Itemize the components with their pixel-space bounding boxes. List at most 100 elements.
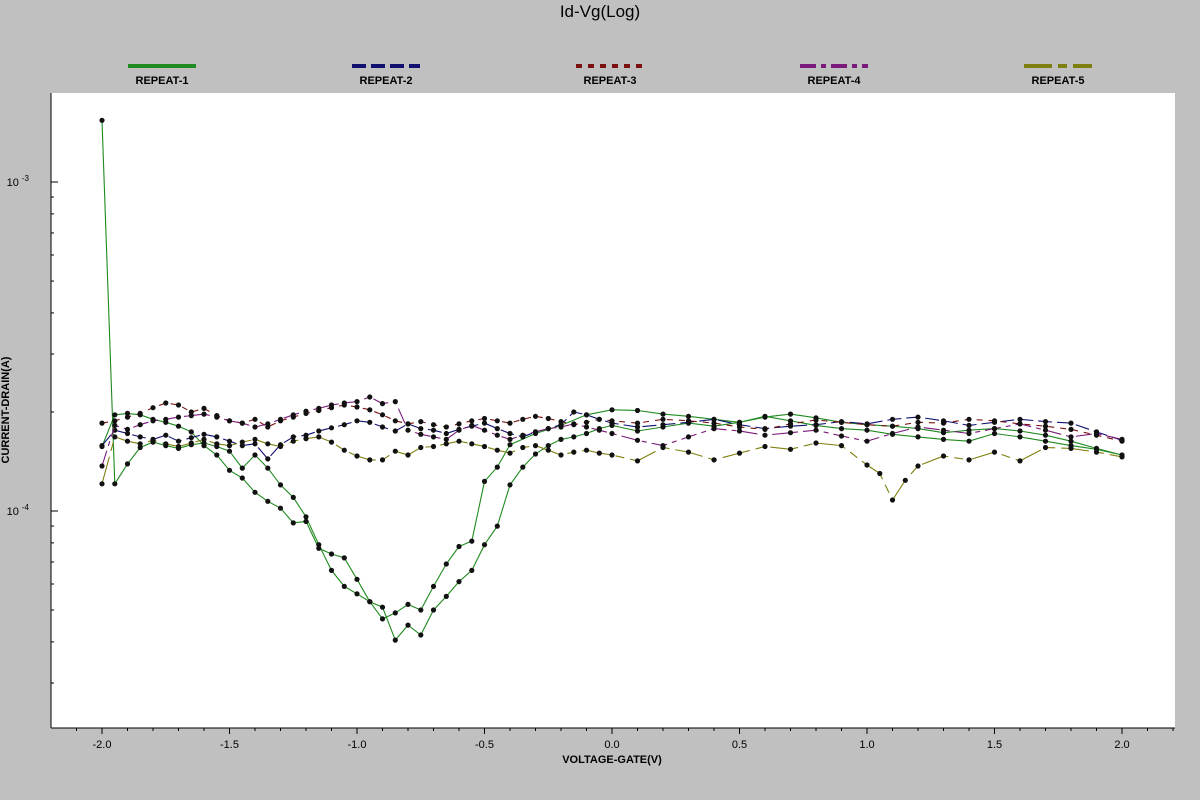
data-point <box>316 405 322 411</box>
data-point <box>634 407 641 414</box>
data-point <box>1017 421 1023 427</box>
data-point <box>201 405 207 411</box>
data-point <box>328 425 335 431</box>
data-point <box>456 579 462 585</box>
y-tick-label: 10 -4 <box>7 503 30 518</box>
data-point <box>430 434 437 440</box>
data-point <box>418 431 424 437</box>
data-point <box>354 576 360 582</box>
data-point <box>940 427 947 433</box>
data-point <box>558 424 564 430</box>
data-point <box>889 416 896 422</box>
data-point <box>507 442 513 448</box>
data-point <box>1068 434 1074 440</box>
data-point <box>163 400 169 406</box>
data-point <box>392 418 398 424</box>
data-point <box>290 412 296 418</box>
data-point <box>341 555 347 561</box>
data-point <box>469 567 475 574</box>
data-point <box>163 416 169 422</box>
data-point <box>392 637 398 643</box>
data-point <box>277 482 284 488</box>
data-point <box>328 551 335 557</box>
data-point <box>188 435 194 441</box>
data-point <box>226 443 233 449</box>
data-point <box>277 416 284 422</box>
data-point <box>1093 445 1100 451</box>
data-point <box>265 465 271 471</box>
data-point <box>456 427 462 433</box>
data-point <box>405 622 411 628</box>
data-point <box>124 438 131 444</box>
data-point <box>902 477 908 483</box>
data-point <box>545 415 551 422</box>
data-point <box>762 432 768 438</box>
data-point <box>124 414 131 420</box>
data-point <box>991 426 998 432</box>
data-point <box>354 404 360 410</box>
data-point <box>609 407 615 413</box>
data-point <box>736 424 743 430</box>
data-point <box>150 405 156 411</box>
data-point <box>864 438 870 444</box>
data-point <box>558 452 564 458</box>
data-point <box>443 424 449 430</box>
data-point <box>966 416 972 422</box>
data-point <box>252 441 258 447</box>
legend-swatch <box>352 64 420 68</box>
data-point <box>469 422 475 428</box>
data-point <box>379 604 386 610</box>
data-point <box>583 419 590 425</box>
data-point <box>481 443 488 450</box>
x-axis-label: VOLTAGE-GATE(V) <box>562 754 662 766</box>
data-point <box>252 436 258 442</box>
data-point <box>634 424 641 430</box>
data-point <box>966 457 972 463</box>
data-point <box>596 416 602 422</box>
legend-item: REPEAT-4 <box>774 62 894 87</box>
data-point <box>112 418 118 424</box>
data-point <box>316 428 322 434</box>
data-point <box>507 482 513 488</box>
data-point <box>469 538 475 544</box>
data-point <box>392 448 398 454</box>
data-point <box>520 416 526 422</box>
data-point <box>124 430 131 437</box>
data-point <box>685 418 692 424</box>
data-point <box>188 440 194 446</box>
data-point <box>813 440 819 446</box>
data-point <box>201 411 207 417</box>
data-point <box>418 632 424 638</box>
legend-label: REPEAT-3 <box>583 75 637 87</box>
data-point <box>188 413 194 419</box>
data-point <box>991 418 998 424</box>
data-point <box>1017 458 1023 464</box>
data-point <box>494 523 500 529</box>
data-point <box>418 444 424 451</box>
data-point <box>864 427 870 433</box>
data-point <box>660 422 666 428</box>
data-point <box>418 607 424 613</box>
data-point <box>940 436 947 442</box>
y-tick-label: 10 -3 <box>7 174 30 189</box>
data-point <box>864 422 870 428</box>
data-point <box>787 430 794 436</box>
data-point <box>1042 438 1049 444</box>
data-point <box>137 441 143 447</box>
data-point <box>443 441 449 447</box>
data-point <box>596 427 602 433</box>
data-point <box>660 416 666 422</box>
data-point <box>532 429 539 435</box>
data-point <box>915 419 921 425</box>
data-point <box>252 489 258 495</box>
data-point <box>966 422 972 428</box>
data-point <box>303 436 309 442</box>
data-point <box>316 545 322 551</box>
data-point <box>201 443 207 449</box>
data-point <box>685 413 692 419</box>
data-point <box>571 409 577 415</box>
data-point <box>711 457 717 463</box>
data-point <box>762 414 768 420</box>
data-point <box>443 593 449 600</box>
data-point <box>367 599 373 605</box>
